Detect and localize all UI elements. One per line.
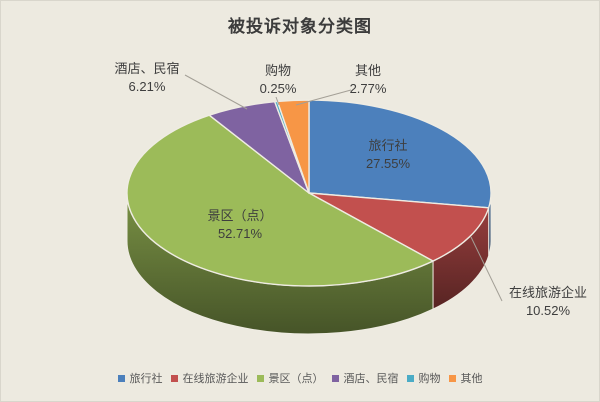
legend-item-online-travel: 在线旅游企业 (170, 370, 249, 386)
legend-label: 其他 (460, 373, 483, 385)
legend-label: 购物 (418, 373, 441, 385)
slice-label-pct: 2.77% (349, 81, 387, 96)
slice-label-hotel: 酒店、民宿 6.21% (114, 60, 179, 96)
legend-item-travel-agency: 旅行社 (117, 370, 163, 386)
slice-label-name: 其他 (354, 63, 381, 78)
slice-label-pct: 27.55% (365, 156, 411, 171)
legend-label: 在线旅游企业 (182, 373, 249, 385)
pie-slices (126, 99, 492, 335)
legend-swatch (117, 374, 125, 382)
legend-swatch (256, 374, 264, 382)
legend-item-scenic-area: 景区（点） (256, 370, 324, 386)
legend-swatch (331, 374, 339, 382)
slice-label-scenic-area: 景区（点） 52.71% (207, 207, 272, 243)
slice-label-pct: 52.71% (217, 226, 263, 241)
legend-label: 景区（点） (268, 373, 324, 385)
slice-label-pct: 0.25% (259, 81, 297, 96)
slice-label-name: 旅行社 (368, 138, 408, 153)
leader-line-online (470, 236, 503, 302)
legend-item-hotel: 酒店、民宿 (331, 370, 399, 386)
chart-title: 被投诉对象分类图 (228, 17, 372, 36)
leader-line-hotel (184, 74, 248, 110)
legend-label: 酒店、民宿 (343, 373, 399, 385)
legend-item-shopping: 购物 (406, 370, 441, 386)
legend: 旅行社 在线旅游企业 景区（点） 酒店、民宿 购物 其他 (1, 370, 599, 386)
slice-label-other: 其他 2.77% (350, 62, 387, 98)
slice-label-travel-agency: 旅行社 27.55% (366, 137, 410, 173)
slice-label-name: 购物 (264, 63, 291, 78)
slice-label-pct: 6.21% (128, 79, 166, 94)
leader-line-shopping (275, 96, 280, 106)
legend-swatch (170, 374, 178, 382)
slice-label-shopping: 购物 0.25% (260, 62, 297, 98)
pie-slice-0-top (308, 99, 492, 209)
slice-label-online-travel: 在线旅游企业 10.52% (509, 284, 587, 320)
pie-slice-2-top (126, 114, 434, 287)
leader-line-other (295, 89, 352, 106)
slice-label-name: 在线旅游企业 (508, 285, 588, 300)
leader-lines (184, 74, 503, 302)
pie-slice-1-top (308, 192, 490, 262)
slice-label-pct: 10.52% (525, 303, 571, 318)
slice-label-name: 景区（点） (207, 208, 273, 223)
legend-swatch (406, 374, 414, 382)
slice-label-name: 酒店、民宿 (114, 61, 180, 76)
legend-item-other: 其他 (448, 370, 483, 386)
legend-swatch (448, 374, 456, 382)
legend-label: 旅行社 (129, 373, 163, 385)
